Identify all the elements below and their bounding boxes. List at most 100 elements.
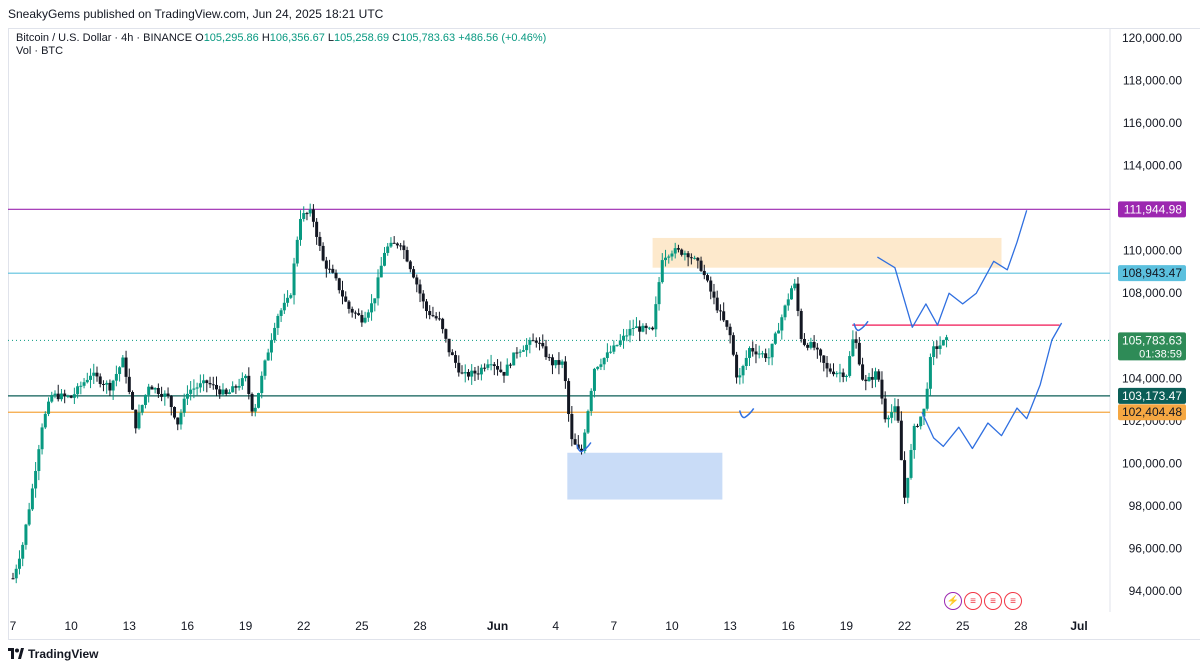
candle[interactable] xyxy=(835,371,839,378)
candle[interactable] xyxy=(512,352,516,366)
candle[interactable] xyxy=(715,290,719,314)
candle[interactable] xyxy=(324,256,328,278)
candle[interactable] xyxy=(14,564,18,584)
candle[interactable] xyxy=(683,250,687,261)
candle[interactable] xyxy=(886,415,890,428)
candle[interactable] xyxy=(431,306,435,318)
candle[interactable] xyxy=(89,368,93,389)
candle[interactable] xyxy=(389,237,393,248)
candle[interactable] xyxy=(147,383,151,403)
candle[interactable] xyxy=(770,343,774,366)
candle[interactable] xyxy=(85,372,89,384)
candle[interactable] xyxy=(802,333,806,347)
candle[interactable] xyxy=(673,242,677,259)
candle[interactable] xyxy=(415,274,419,293)
candle[interactable] xyxy=(586,409,590,434)
candle[interactable] xyxy=(447,338,451,357)
candle[interactable] xyxy=(140,404,144,416)
candle[interactable] xyxy=(786,293,790,311)
candle[interactable] xyxy=(450,349,454,356)
candle[interactable] xyxy=(260,371,264,399)
candle[interactable] xyxy=(941,339,945,346)
candle[interactable] xyxy=(34,461,38,498)
candle[interactable] xyxy=(334,269,338,281)
candle[interactable] xyxy=(550,354,554,375)
candle[interactable] xyxy=(399,242,403,251)
candle[interactable] xyxy=(66,394,70,399)
level-price-label[interactable]: 102,404.48 xyxy=(1118,404,1186,421)
candle[interactable] xyxy=(276,313,280,335)
candle[interactable] xyxy=(664,249,668,267)
candle[interactable] xyxy=(441,317,445,334)
candle[interactable] xyxy=(30,483,34,511)
candle[interactable] xyxy=(79,381,83,395)
candle[interactable] xyxy=(347,300,351,314)
candle[interactable] xyxy=(173,406,177,420)
candle[interactable] xyxy=(919,416,923,430)
candle[interactable] xyxy=(315,218,319,245)
candle[interactable] xyxy=(244,374,248,382)
candle[interactable] xyxy=(179,409,183,430)
candle[interactable] xyxy=(156,383,160,398)
candle[interactable] xyxy=(463,364,467,383)
candle[interactable] xyxy=(282,293,286,314)
candle[interactable] xyxy=(670,250,674,261)
candle[interactable] xyxy=(696,257,700,269)
candle[interactable] xyxy=(899,411,903,461)
us-flag-icon[interactable]: ≡ xyxy=(1004,592,1022,610)
candle[interactable] xyxy=(434,312,438,321)
candle[interactable] xyxy=(169,395,173,416)
candle[interactable] xyxy=(215,376,219,397)
candle[interactable] xyxy=(864,374,868,391)
y-axis[interactable]: 120,000.00 118,000.00 116,000.00 114,000.00… xyxy=(1118,31,1186,598)
candle[interactable] xyxy=(631,319,635,336)
candle[interactable] xyxy=(247,367,251,400)
candle[interactable] xyxy=(466,369,470,381)
candle[interactable] xyxy=(760,350,764,358)
candle[interactable] xyxy=(82,378,86,389)
candle[interactable] xyxy=(680,248,684,257)
candle[interactable] xyxy=(227,389,231,395)
candle[interactable] xyxy=(508,362,512,369)
candle[interactable] xyxy=(460,365,464,375)
candle[interactable] xyxy=(366,309,370,322)
candle[interactable] xyxy=(634,317,638,329)
candle[interactable] xyxy=(295,236,299,267)
candle[interactable] xyxy=(454,350,458,369)
candle[interactable] xyxy=(131,390,135,410)
candle[interactable] xyxy=(98,373,102,388)
resistance-zone[interactable] xyxy=(652,237,1002,268)
candle[interactable] xyxy=(202,374,206,392)
candle[interactable] xyxy=(912,423,916,459)
candle[interactable] xyxy=(405,246,409,263)
candle[interactable] xyxy=(211,376,215,390)
candle[interactable] xyxy=(166,387,170,399)
candle[interactable] xyxy=(344,291,348,303)
candle[interactable] xyxy=(11,572,15,580)
candle[interactable] xyxy=(279,308,283,322)
candle[interactable] xyxy=(722,302,726,323)
candle[interactable] xyxy=(289,293,293,300)
candle[interactable] xyxy=(525,338,529,357)
candle[interactable] xyxy=(877,369,881,382)
candle[interactable] xyxy=(857,337,861,366)
candle[interactable] xyxy=(363,311,367,324)
candle[interactable] xyxy=(796,277,800,317)
candle[interactable] xyxy=(137,404,141,430)
candle[interactable] xyxy=(195,382,199,396)
candle[interactable] xyxy=(906,477,910,504)
candle[interactable] xyxy=(844,374,848,382)
candle[interactable] xyxy=(240,372,244,390)
candle[interactable] xyxy=(63,389,67,404)
candle[interactable] xyxy=(376,269,380,306)
candle[interactable] xyxy=(124,350,128,384)
candle[interactable] xyxy=(292,257,296,305)
lightning-icon[interactable]: ⚡ xyxy=(944,592,962,610)
candle[interactable] xyxy=(657,276,661,311)
candle[interactable] xyxy=(163,390,167,406)
candle[interactable] xyxy=(544,339,548,360)
candle[interactable] xyxy=(479,364,483,381)
candle[interactable] xyxy=(538,337,542,351)
candle[interactable] xyxy=(208,376,212,389)
